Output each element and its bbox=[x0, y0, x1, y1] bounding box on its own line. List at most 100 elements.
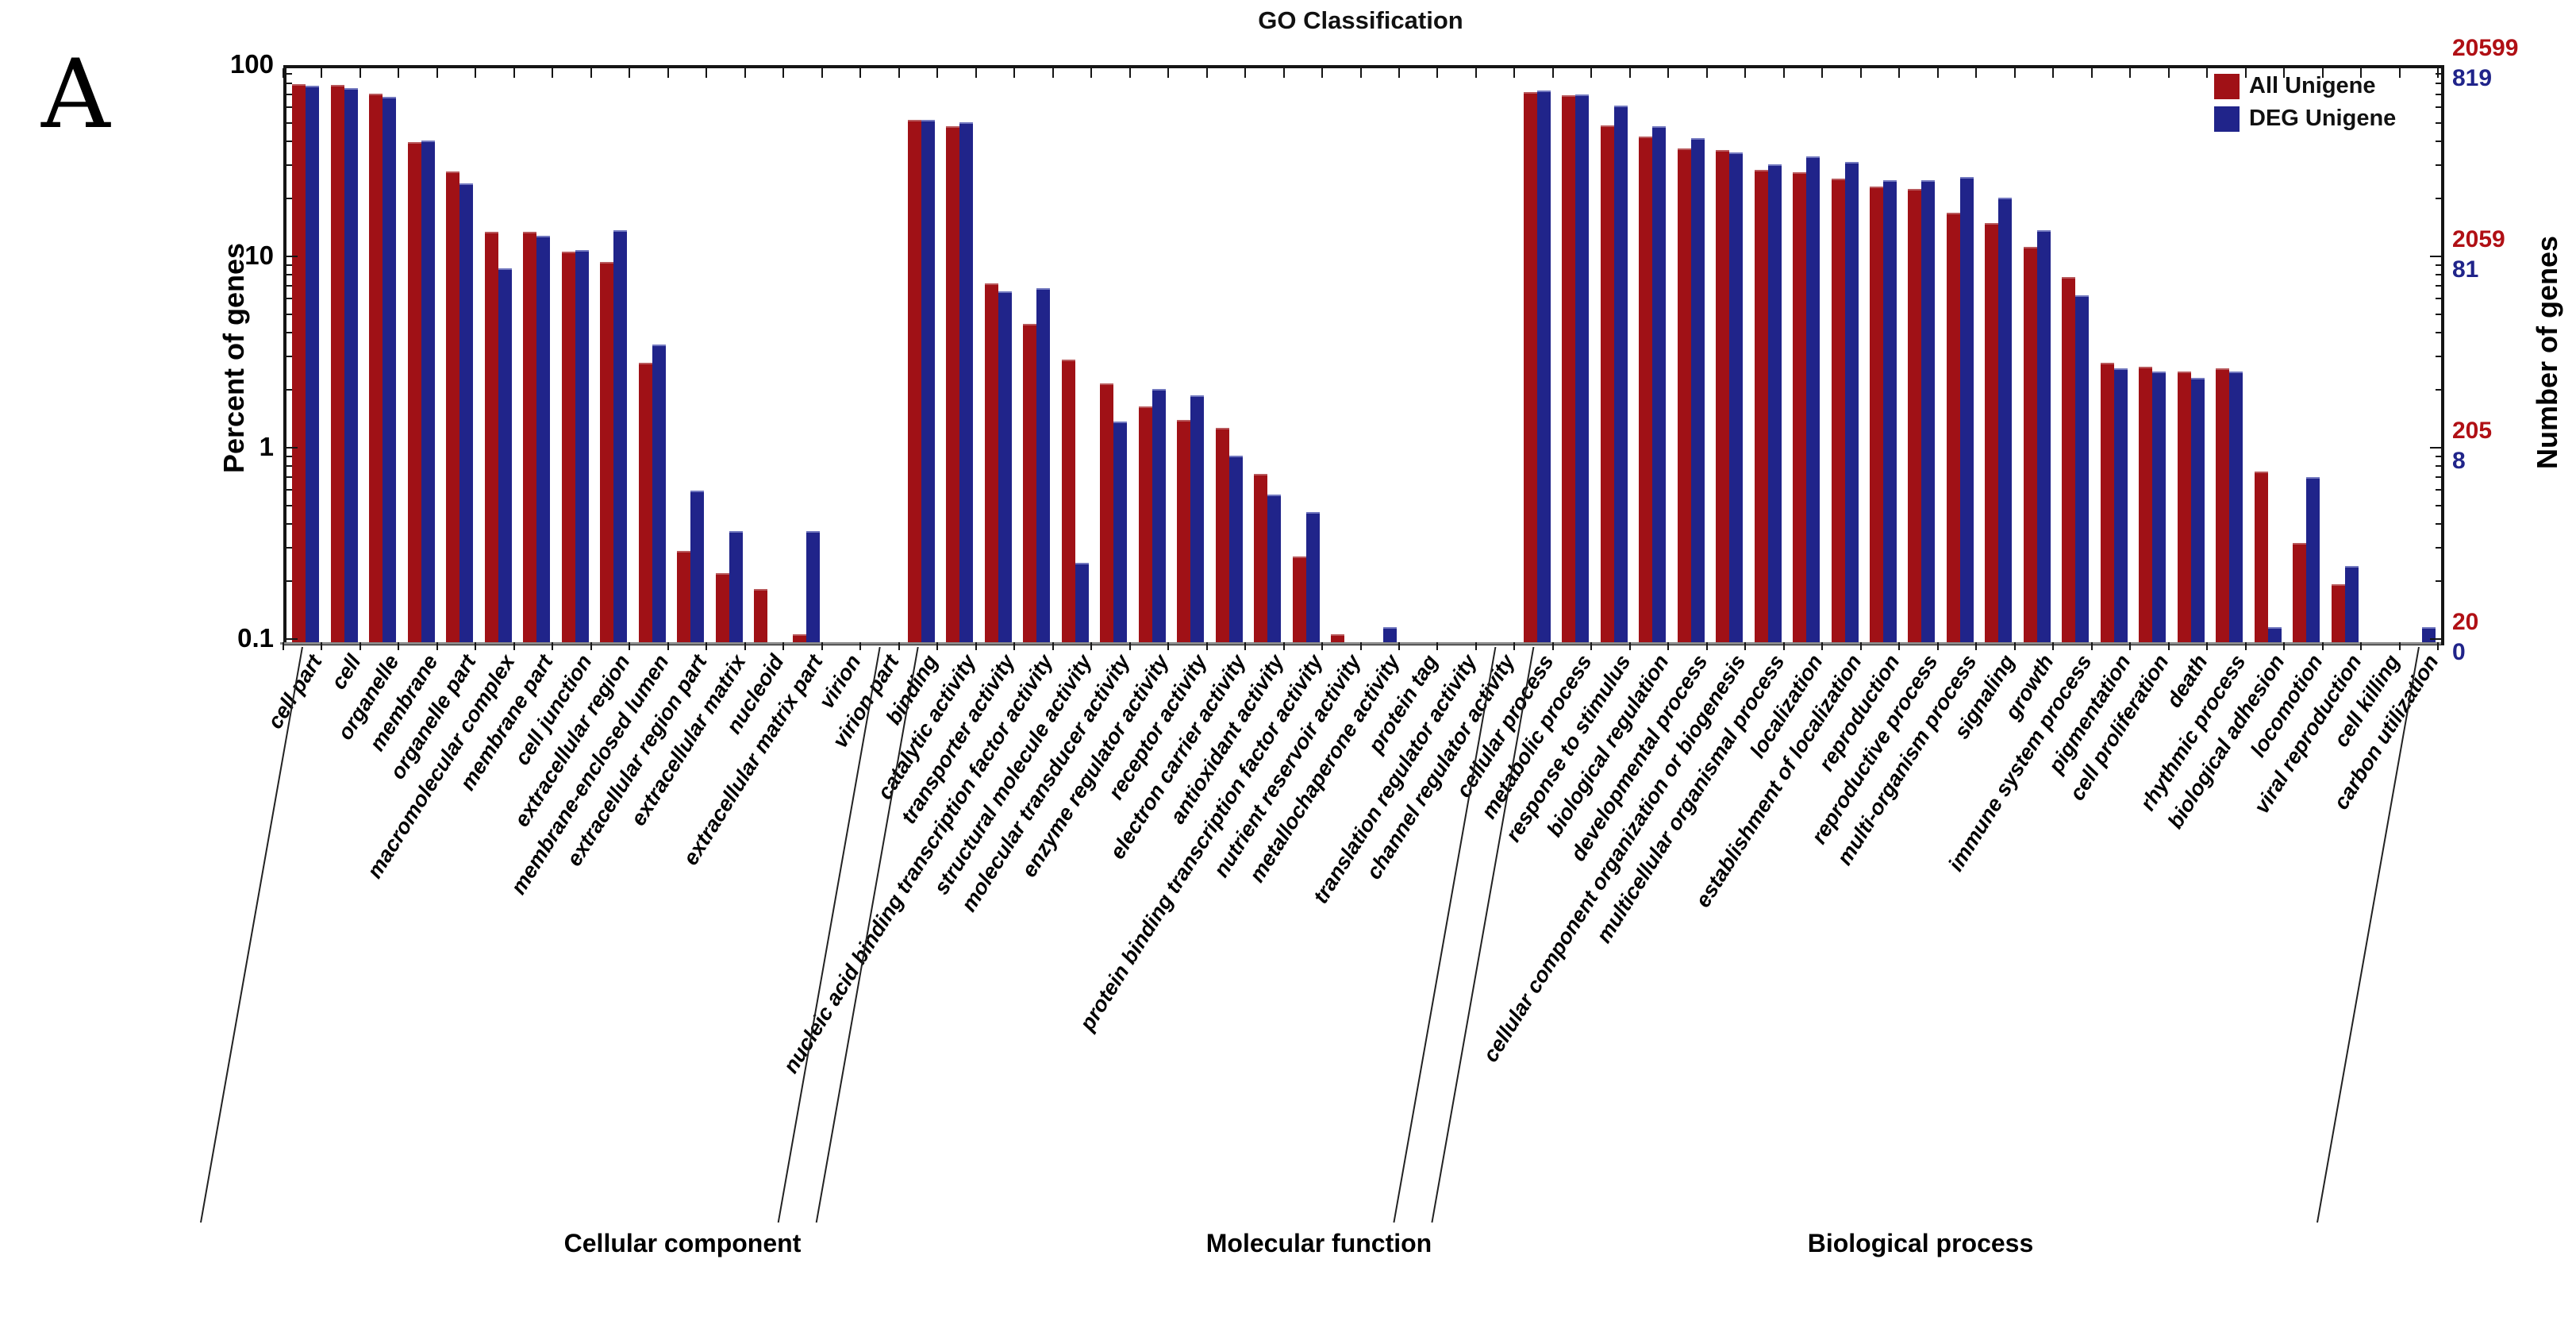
y-major-tick bbox=[286, 447, 298, 449]
top-tick bbox=[1282, 68, 1285, 78]
y-minor-tick-right bbox=[2436, 73, 2441, 75]
bottom-tick bbox=[2244, 642, 2247, 650]
bar-all-unigene bbox=[984, 283, 998, 642]
bar-deg-unigene bbox=[2075, 295, 2090, 642]
bottom-tick bbox=[1282, 642, 1285, 650]
right-axis-number-all: 2059 bbox=[2452, 226, 2505, 252]
bar-all-unigene bbox=[561, 252, 575, 642]
bar-deg-unigene bbox=[2306, 476, 2320, 642]
bar-all-unigene bbox=[2139, 367, 2153, 642]
bar-all-unigene bbox=[2177, 372, 2191, 642]
bar-all-unigene bbox=[330, 84, 344, 642]
bar-all-unigene bbox=[792, 634, 806, 642]
top-tick bbox=[1821, 68, 1824, 78]
bar-deg-unigene bbox=[2344, 566, 2359, 642]
right-axis-number-deg: 0 bbox=[2452, 639, 2466, 665]
bar-all-unigene bbox=[1331, 634, 1345, 642]
top-tick bbox=[1744, 68, 1747, 78]
bottom-tick bbox=[667, 642, 669, 650]
bar-all-unigene bbox=[715, 572, 729, 642]
y-minor-tick bbox=[286, 580, 292, 583]
y-minor-tick-right bbox=[2436, 264, 2441, 267]
y-minor-tick bbox=[286, 356, 292, 357]
bar-all-unigene bbox=[1908, 188, 1922, 642]
right-axis-number-all: 20 bbox=[2452, 609, 2479, 635]
top-tick bbox=[2321, 68, 2324, 78]
top-tick bbox=[1205, 68, 1208, 78]
bar-all-unigene bbox=[600, 262, 614, 642]
top-tick bbox=[782, 68, 785, 78]
group-label: Molecular function bbox=[1205, 1229, 1432, 1257]
y-minor-tick-right bbox=[2436, 106, 2441, 109]
top-tick bbox=[667, 68, 669, 78]
bottom-tick bbox=[1551, 642, 1554, 650]
bottom-tick bbox=[898, 642, 900, 650]
y-minor-tick bbox=[286, 547, 292, 549]
legend-item-deg-unigene: DEG Unigene bbox=[2214, 106, 2396, 132]
y-minor-tick-right bbox=[2436, 164, 2441, 166]
bar-deg-unigene bbox=[2421, 626, 2436, 642]
y-minor-tick bbox=[286, 522, 292, 525]
top-tick bbox=[629, 68, 631, 78]
bar-all-unigene bbox=[1985, 223, 1999, 642]
bar-all-unigene bbox=[1600, 125, 1614, 642]
y-minor-tick bbox=[286, 489, 292, 491]
bar-deg-unigene bbox=[805, 531, 820, 642]
bottom-tick bbox=[2360, 642, 2363, 650]
y-minor-tick-right bbox=[2436, 313, 2441, 315]
y-tick-label: 100 bbox=[229, 49, 274, 79]
top-tick bbox=[1244, 68, 1247, 78]
bar-all-unigene bbox=[946, 125, 960, 642]
bar-deg-unigene bbox=[1921, 180, 1936, 642]
top-tick bbox=[1052, 68, 1054, 78]
bar-all-unigene bbox=[2100, 362, 2114, 642]
bar-deg-unigene bbox=[690, 491, 705, 642]
bar-all-unigene bbox=[1254, 473, 1268, 642]
y-minor-tick bbox=[286, 274, 292, 276]
y-minor-tick-right bbox=[2436, 504, 2441, 506]
bar-deg-unigene bbox=[1152, 389, 1166, 642]
bottom-tick bbox=[2052, 642, 2055, 650]
bar-all-unigene bbox=[1061, 360, 1075, 642]
bar-all-unigene bbox=[1716, 149, 1730, 642]
y-major-tick-right bbox=[2430, 638, 2441, 640]
bar-deg-unigene bbox=[613, 230, 628, 642]
bottom-tick bbox=[2090, 642, 2093, 650]
top-tick bbox=[821, 68, 823, 78]
bottom-tick bbox=[1128, 642, 1131, 650]
y-minor-tick bbox=[286, 476, 292, 479]
y-minor-tick-right bbox=[2436, 465, 2441, 468]
bar-all-unigene bbox=[1870, 187, 1883, 642]
bottom-tick bbox=[2206, 642, 2209, 650]
top-tick bbox=[1859, 68, 1862, 78]
top-tick bbox=[936, 68, 939, 78]
bottom-tick bbox=[1052, 642, 1054, 650]
bar-all-unigene bbox=[484, 231, 498, 642]
bar-all-unigene bbox=[1023, 324, 1037, 642]
bar-deg-unigene bbox=[1267, 495, 1282, 642]
bottom-tick bbox=[1821, 642, 1824, 650]
bar-all-unigene bbox=[1292, 556, 1306, 642]
bar-deg-unigene bbox=[459, 183, 474, 642]
top-tick bbox=[2167, 68, 2170, 78]
top-tick bbox=[2206, 68, 2209, 78]
y-tick-label: 0.1 bbox=[237, 623, 274, 653]
bar-all-unigene bbox=[446, 171, 460, 642]
top-tick bbox=[1359, 68, 1362, 78]
top-tick bbox=[513, 68, 515, 78]
bar-all-unigene bbox=[1523, 92, 1537, 642]
y-minor-tick-right bbox=[2436, 121, 2441, 124]
y-minor-tick-right bbox=[2436, 522, 2441, 525]
bar-deg-unigene bbox=[652, 344, 666, 642]
top-tick bbox=[1398, 68, 1400, 78]
bottom-tick bbox=[1667, 642, 1670, 650]
chart-title: GO Classification bbox=[1258, 6, 1463, 34]
bar-all-unigene bbox=[292, 83, 306, 642]
bottom-tick bbox=[590, 642, 592, 650]
y-minor-tick-right bbox=[2436, 476, 2441, 479]
y-minor-tick bbox=[286, 456, 292, 458]
bar-all-unigene bbox=[1946, 213, 1960, 642]
bar-all-unigene bbox=[2023, 247, 2037, 642]
top-tick bbox=[359, 68, 361, 78]
y-minor-tick bbox=[286, 106, 292, 109]
